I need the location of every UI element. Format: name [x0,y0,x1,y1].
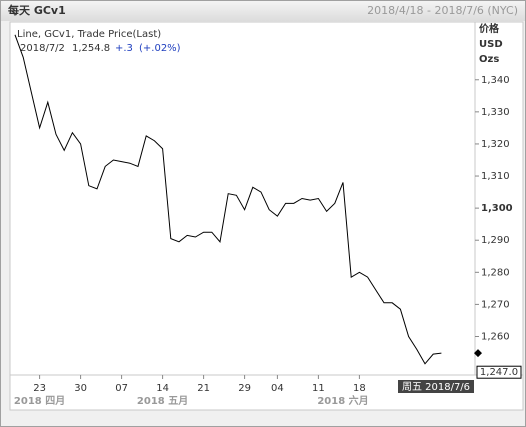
y-tick-label: 1,310 [481,171,510,182]
chart-title: 每天 GCv1 [8,3,66,17]
last-value-marker [474,349,482,358]
month-label: 2018 四月 [14,395,65,407]
y-tick-label: 1,300 [481,203,513,214]
readout-change: +.3 [115,43,133,54]
month-label: 2018 五月 [137,395,188,407]
x-tick-label: 04 [271,383,284,394]
legend: Line, GCv1, Trade Price(Last) [17,29,161,40]
date-range: 2018/4/18 - 2018/7/6 (NYC) [367,4,518,17]
price-line [14,34,442,365]
x-tick-label: 23 [33,383,46,394]
readout-date: 2018/7/2 [20,43,65,54]
x-tick-label: 30 [74,383,87,394]
x-tick-label: 21 [197,383,210,394]
readout-value: 1,254.8 [72,43,110,54]
x-tick-label: 11 [312,383,325,394]
x-tick-label: 14 [156,383,169,394]
x-tick-label: 29 [238,383,251,394]
y-tick-label: 1,280 [481,267,510,278]
last-price-box [476,365,522,379]
readout-change-pct: (+.02%) [139,43,181,54]
y-tick-label: 1,330 [481,107,510,118]
header-bar [1,1,525,21]
x-tick-label: 07 [115,383,128,394]
y-tick-label: 1,270 [481,299,510,310]
x-tick-label: 18 [353,383,366,394]
last-price-label: 1,247.0 [480,367,518,378]
y-tick-label: 1,290 [481,235,510,246]
axis-header: Ozs [479,54,499,65]
axis-header: 价格 [479,22,500,35]
y-tick-label: 1,320 [481,139,510,150]
y-tick-label: 1,260 [481,331,510,342]
month-label: 2018 六月 [317,394,368,407]
cursor-label: 周五 2018/7/6 [402,381,470,393]
cursor-box [398,380,474,393]
plot-area [9,21,476,376]
y-tick-label: 1,340 [481,75,510,86]
axis-header: USD [479,39,503,50]
